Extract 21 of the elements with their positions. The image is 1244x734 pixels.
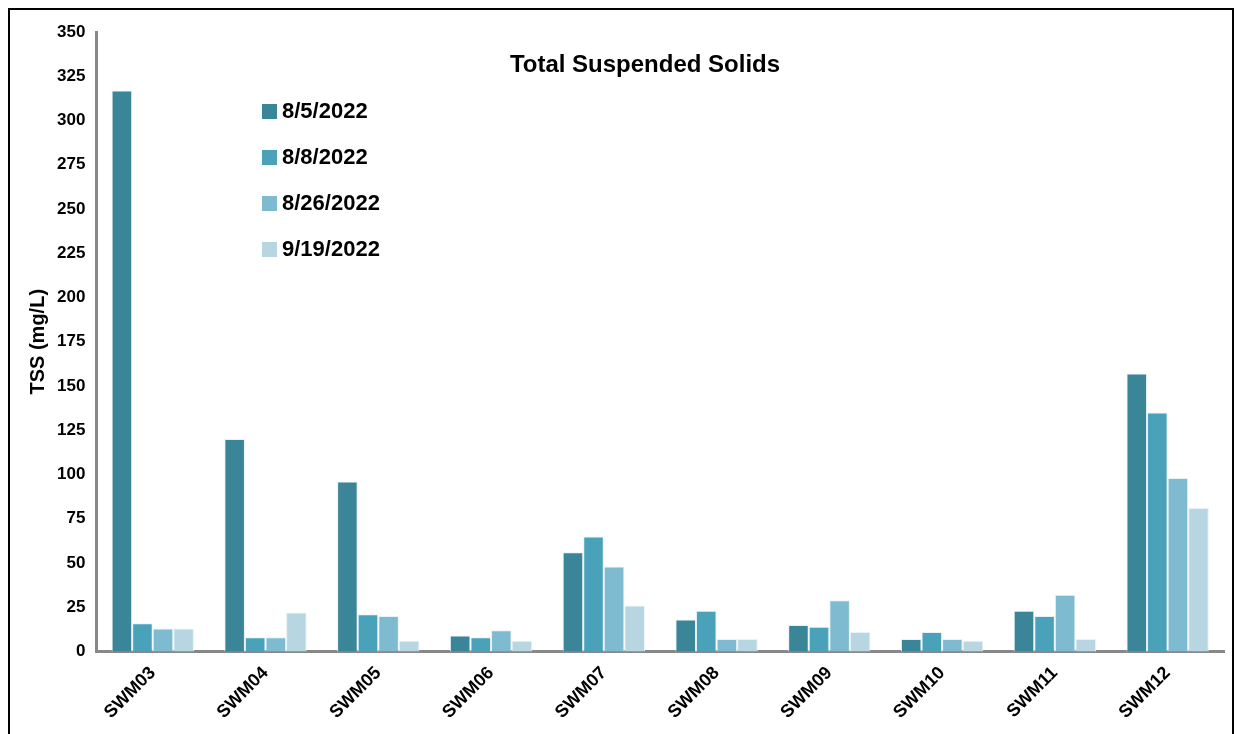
text: Total Suspended Solids	[508, 50, 782, 78]
y-tick-label: 250	[56, 198, 86, 218]
legend-label: 8/26/2022	[282, 190, 380, 216]
y-tick-label: 325	[56, 65, 86, 85]
legend-label: 9/19/2022	[282, 236, 380, 262]
y-tick-label: 225	[56, 242, 86, 262]
y-tick-label: 100	[56, 464, 86, 484]
y-tick-label: 150	[56, 375, 86, 395]
y-tick-label: 350	[56, 21, 86, 41]
y-tick-label: 175	[56, 331, 86, 351]
y-tick-label: 0	[75, 641, 86, 661]
y-tick-label: 25	[66, 596, 86, 616]
y-tick-label: 200	[56, 287, 86, 307]
y-tick-label: 125	[56, 419, 86, 439]
y-tick-label: 50	[66, 552, 86, 572]
legend-label: 8/8/2022	[282, 144, 368, 170]
y-axis-title: TSS (mg/L)	[25, 288, 48, 395]
y-tick-label: 75	[66, 508, 86, 528]
y-tick-label: 275	[56, 154, 86, 174]
legend-label: 8/5/2022	[282, 98, 368, 124]
y-tick-label: 300	[56, 110, 86, 130]
